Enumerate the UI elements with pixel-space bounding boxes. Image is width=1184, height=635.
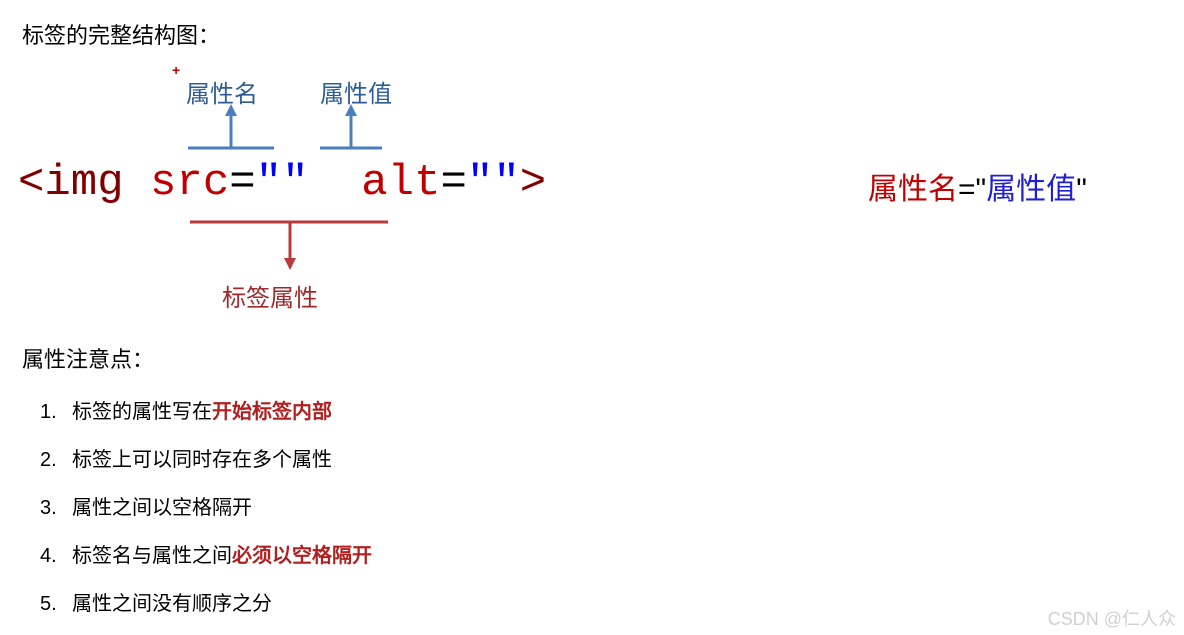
heading-notes: 属性注意点： <box>22 342 154 374</box>
note-item-3: 3.属性之间以空格隔开 <box>40 484 372 532</box>
code-q1a: " <box>256 158 282 208</box>
note-num: 2. <box>40 436 72 484</box>
note-text: 标签上可以同时存在多个属性 <box>72 449 332 471</box>
note-text: 标签名与属性之间 <box>72 545 232 567</box>
formula-q2: " <box>1076 173 1087 206</box>
note-em: 必须以空格隔开 <box>232 545 372 567</box>
label-tag-attr: 标签属性 <box>222 278 318 313</box>
note-num: 3. <box>40 484 72 532</box>
code-attr-alt: alt <box>361 158 440 208</box>
heading-structure: 标签的完整结构图： <box>22 18 220 50</box>
code-q2b: " <box>493 158 519 208</box>
formula-attr: 属性名="属性值" <box>868 164 1087 208</box>
watermark: CSDN @仁人众 <box>1048 605 1176 631</box>
notes-list: 1.标签的属性写在开始标签内部 2.标签上可以同时存在多个属性 3.属性之间以空… <box>40 388 372 628</box>
code-eq2: = <box>441 158 467 208</box>
note-num: 1. <box>40 388 72 436</box>
code-open-bracket: < <box>18 158 44 208</box>
note-text: 属性之间没有顺序之分 <box>72 593 272 615</box>
formula-q1: " <box>976 173 987 206</box>
note-num: 5. <box>40 580 72 628</box>
code-close-bracket: > <box>520 158 546 208</box>
note-num: 4. <box>40 532 72 580</box>
note-text: 属性之间以空格隔开 <box>72 497 252 519</box>
arrow-tag-attr <box>190 218 390 274</box>
code-q2a: " <box>467 158 493 208</box>
note-text: 标签的属性写在 <box>72 401 212 423</box>
arrow-attr-value <box>320 104 390 152</box>
note-item-1: 1.标签的属性写在开始标签内部 <box>40 388 372 436</box>
code-eq1: = <box>229 158 255 208</box>
code-attr-src: src <box>150 158 229 208</box>
formula-eq: = <box>958 173 976 206</box>
plus-marker: + <box>172 62 180 78</box>
formula-value: 属性值 <box>986 173 1076 206</box>
note-item-5: 5.属性之间没有顺序之分 <box>40 580 372 628</box>
formula-name: 属性名 <box>868 173 958 206</box>
code-example: <img src="" alt=""> <box>18 158 546 208</box>
arrow-attr-name <box>188 104 278 152</box>
note-em: 开始标签内部 <box>212 401 332 423</box>
note-item-4: 4.标签名与属性之间必须以空格隔开 <box>40 532 372 580</box>
code-q1b: " <box>282 158 308 208</box>
note-item-2: 2.标签上可以同时存在多个属性 <box>40 436 372 484</box>
code-tagname: img <box>44 158 123 208</box>
